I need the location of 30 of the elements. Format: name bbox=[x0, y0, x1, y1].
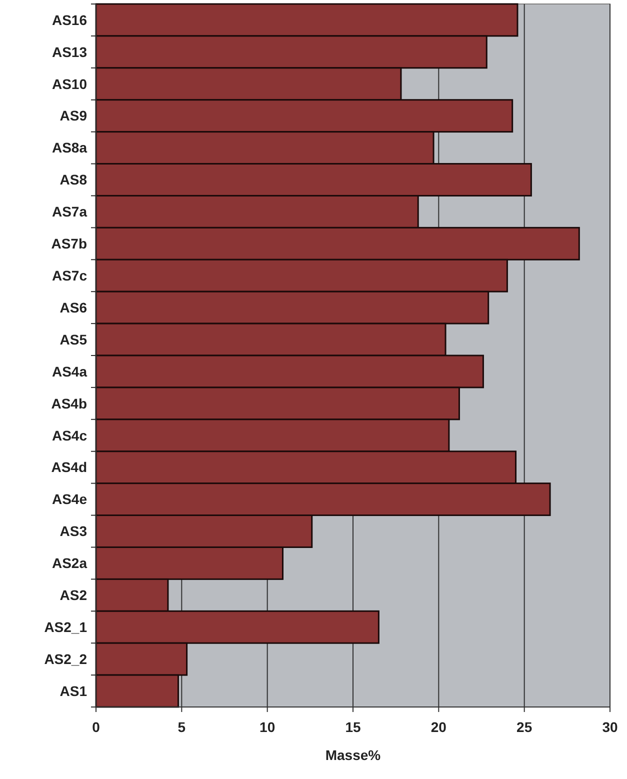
y-tick-label: AS7c bbox=[52, 268, 88, 284]
x-tick-label: 25 bbox=[516, 719, 532, 735]
y-tick-label: AS2_2 bbox=[44, 650, 88, 667]
y-tick-label: AS2a bbox=[52, 555, 88, 572]
x-tick-label: 30 bbox=[602, 719, 618, 735]
x-axis-title: Masse% bbox=[325, 747, 382, 763]
y-tick-label: AS3 bbox=[60, 523, 88, 540]
x-tick-label: 20 bbox=[430, 719, 447, 735]
y-tick-label: AS7a bbox=[52, 204, 88, 220]
y-tick-label: AS9 bbox=[60, 108, 88, 124]
y-tick-label: AS4c bbox=[52, 427, 88, 444]
y-tick-label: AS7b bbox=[51, 236, 87, 252]
y-tick-label: AS13 bbox=[52, 44, 88, 60]
y-tick-label: AS5 bbox=[60, 331, 88, 348]
x-tick-label: 0 bbox=[92, 719, 100, 735]
y-tick-label: AS1 bbox=[60, 682, 88, 699]
x-tick-label: 15 bbox=[345, 719, 361, 735]
y-tick-label: AS6 bbox=[60, 299, 88, 316]
y-tick-label: AS4e bbox=[52, 491, 88, 508]
y-tick-label: AS16 bbox=[52, 12, 88, 28]
y-tick-label: AS8a bbox=[52, 140, 88, 156]
y-tick-label: AS2 bbox=[60, 587, 88, 604]
x-tick-label: 10 bbox=[260, 719, 276, 735]
y-tick-label: AS10 bbox=[52, 76, 88, 92]
y-tick-label: AS4b bbox=[51, 395, 87, 412]
y-tick-label: AS4a bbox=[52, 363, 88, 380]
y-tick-label: AS8 bbox=[60, 172, 88, 188]
y-tick-label: AS4d bbox=[51, 459, 87, 476]
y-tick-label: AS2_1 bbox=[44, 619, 88, 636]
x-tick-label: 5 bbox=[178, 719, 186, 735]
